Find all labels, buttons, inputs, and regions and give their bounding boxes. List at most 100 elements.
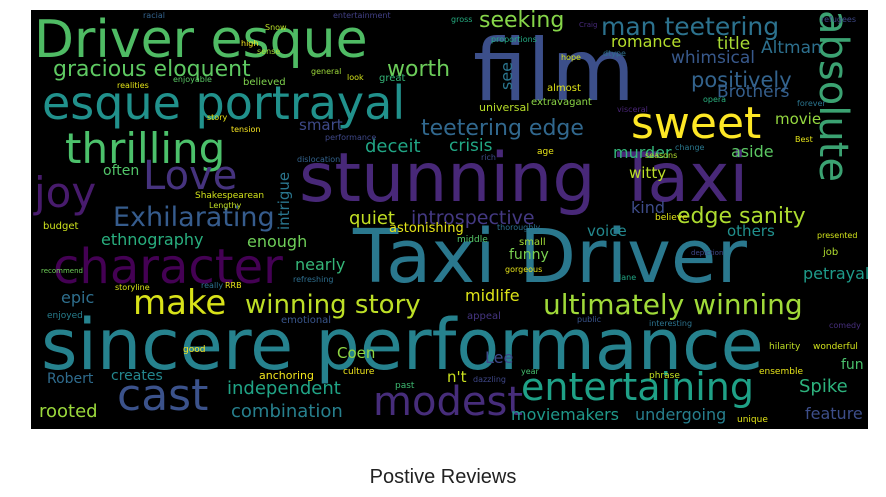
word: crisis	[449, 136, 493, 156]
word: budget	[43, 221, 79, 232]
word: ensemble	[759, 367, 803, 377]
word: depiction	[691, 249, 724, 257]
word: public	[577, 315, 602, 324]
word: change	[675, 143, 705, 152]
word: great	[379, 73, 406, 84]
word: seeking	[479, 10, 565, 33]
word: refugees	[821, 15, 857, 24]
word: performance	[325, 133, 377, 142]
word: Snow	[265, 23, 287, 32]
word: really	[201, 281, 224, 290]
word: visceral	[617, 105, 648, 114]
word: Coen	[337, 344, 376, 362]
word: phrase	[649, 371, 680, 381]
word: murder	[613, 143, 672, 162]
word: Spike	[799, 376, 848, 397]
word-cloud: Driver esque film esque portrayal stunni…	[31, 10, 868, 429]
word: small	[519, 237, 546, 248]
word: undergoing	[635, 405, 727, 424]
word: dazzling	[473, 375, 506, 384]
word: ultimately winning	[543, 288, 803, 321]
word: feature	[805, 404, 863, 423]
word: dtype	[603, 49, 626, 58]
word: presented	[817, 231, 858, 240]
word: Shakespearean	[195, 191, 265, 201]
word: Lee	[485, 348, 514, 367]
word: emotional	[281, 315, 332, 326]
word: job	[823, 247, 839, 258]
word: racial	[143, 11, 165, 20]
word: modest	[373, 379, 523, 425]
word: hilarity	[769, 342, 801, 352]
word: general	[311, 67, 342, 76]
word: proportions	[491, 35, 537, 44]
word: character	[53, 239, 283, 295]
word: interesting	[649, 319, 693, 328]
word: thrilling	[65, 124, 226, 173]
word: n't	[447, 368, 467, 386]
word: realities	[117, 81, 149, 90]
word: culture	[343, 367, 375, 377]
word: RRB	[225, 281, 242, 290]
word: story	[207, 113, 228, 122]
word: Brothers	[717, 82, 790, 102]
word: storyline	[115, 283, 150, 292]
word: anchoring	[259, 369, 314, 382]
word: intrigue	[275, 171, 293, 230]
word: entertaining	[521, 365, 754, 409]
word: witty	[629, 164, 667, 182]
word: universal	[479, 101, 530, 114]
word: romance	[611, 32, 682, 51]
word: dislocation	[297, 155, 341, 164]
word: age	[537, 147, 554, 157]
word: unique	[737, 415, 768, 425]
word: seasons	[645, 151, 678, 160]
word: look	[347, 73, 364, 82]
word: whimsical	[671, 48, 756, 68]
word: Altman	[761, 38, 822, 58]
word: tension	[231, 125, 261, 134]
word: deceit	[365, 136, 421, 157]
word: esque portrayal	[42, 76, 406, 130]
word: past	[395, 381, 415, 391]
word: ethnography	[101, 230, 204, 249]
word: epic	[61, 288, 95, 307]
word: teetering edge	[421, 116, 584, 141]
chart-caption: Postive Reviews	[369, 466, 517, 488]
word: man teetering	[601, 12, 780, 41]
word: extravagant	[531, 97, 592, 108]
word: others	[727, 222, 775, 240]
word: forever	[797, 99, 826, 108]
word: Love	[143, 153, 238, 199]
word: quiet	[349, 208, 395, 229]
word: cast	[117, 370, 209, 421]
word: Exhilarating	[113, 202, 275, 233]
word: middle	[457, 235, 488, 245]
word: smart	[299, 116, 343, 134]
word: sincere performance	[41, 304, 764, 386]
word: film	[473, 21, 635, 121]
word: gross	[451, 15, 473, 24]
word: nearly	[295, 255, 346, 274]
word: entertainment	[333, 11, 391, 20]
word: thoroughly	[497, 223, 541, 232]
word: Robert	[47, 371, 94, 387]
word: astonishing	[389, 221, 464, 236]
word: high	[241, 39, 259, 48]
word: refreshing	[293, 275, 334, 284]
word: worth	[387, 57, 451, 82]
word: midlife	[465, 286, 520, 305]
word: enough	[247, 232, 308, 251]
word: joy	[34, 168, 97, 217]
word: see	[497, 61, 516, 90]
word: stunning Taxi	[299, 139, 749, 218]
word: winning story	[245, 290, 421, 320]
word: good	[183, 345, 206, 355]
word: Craig	[579, 21, 598, 29]
word: enjoyed	[47, 311, 83, 321]
word: often	[103, 163, 140, 179]
word: introspective	[411, 207, 535, 229]
word: wonderful	[813, 342, 858, 352]
word: year	[521, 367, 539, 376]
word: Best	[795, 135, 813, 144]
